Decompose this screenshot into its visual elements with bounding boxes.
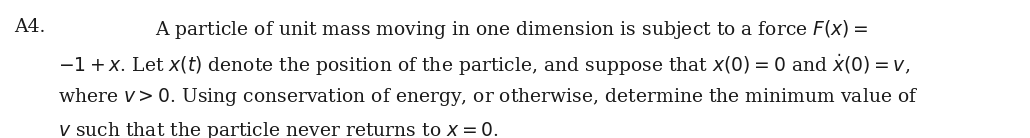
- Text: A particle of unit mass moving in one dimension is subject to a force $F(x) =$: A particle of unit mass moving in one di…: [154, 18, 868, 41]
- Text: $v$ such that the particle never returns to $x = 0$.: $v$ such that the particle never returns…: [58, 120, 499, 138]
- Text: where $v > 0$. Using conservation of energy, or otherwise, determine the minimum: where $v > 0$. Using conservation of ene…: [58, 86, 919, 108]
- Text: $-1+x$. Let $x(t)$ denote the position of the particle, and suppose that $x(0) =: $-1+x$. Let $x(t)$ denote the position o…: [58, 52, 911, 78]
- Text: A4.: A4.: [14, 18, 45, 36]
